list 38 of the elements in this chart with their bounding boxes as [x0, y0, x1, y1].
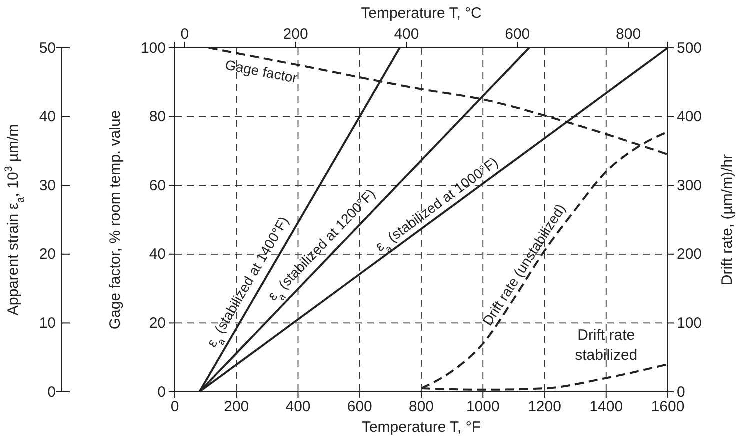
- y-tick-label: 80: [149, 108, 166, 126]
- series-label: Drift rate stabilized: [575, 327, 638, 364]
- y3-tick-label: 10: [39, 315, 56, 332]
- x2-tick-label: 200: [283, 26, 308, 43]
- y-axis-title: Gage factor, % room temp. value: [107, 110, 124, 330]
- y2-axis-title: Drift rate, (µm/m)/hr: [719, 154, 736, 286]
- x-tick-label: 1000: [466, 398, 500, 416]
- y-tick-label: 20: [149, 315, 166, 332]
- y2-tick-label: 100: [677, 315, 702, 332]
- x2-tick-label: 400: [394, 26, 420, 43]
- x-tick-label: 1400: [590, 398, 624, 416]
- x-axis-title: Temperature T, °F: [362, 419, 482, 436]
- y2-tick-label: 300: [677, 177, 702, 194]
- y3-tick-label: 40: [39, 108, 56, 126]
- y-tick-label: 0: [158, 384, 166, 401]
- x-tick-label: 400: [286, 398, 311, 416]
- y3-tick-label: 20: [39, 246, 56, 264]
- x-tick-label: 1600: [651, 398, 685, 416]
- text: Gage factor: [224, 56, 300, 86]
- y2-tick-label: 0: [677, 384, 686, 401]
- x-tick-label: 0: [170, 398, 180, 416]
- y2-tick-label: 500: [677, 40, 702, 57]
- y3-tick-label: 50: [39, 40, 56, 57]
- y3-tick-label: 0: [48, 384, 56, 401]
- y2-tick-label: 200: [677, 246, 702, 264]
- x2-tick-label: 0: [180, 26, 190, 43]
- y3-tick-label: 30: [39, 177, 56, 194]
- x2-tick-label: 800: [616, 26, 642, 43]
- x-tick-label: 800: [408, 398, 434, 416]
- x-tick-label: 600: [347, 398, 372, 416]
- x2-tick-label: 600: [505, 26, 530, 43]
- y2-tick-label: 400: [677, 108, 702, 126]
- y-tick-label: 40: [149, 246, 166, 264]
- y-tick-label: 100: [140, 40, 166, 57]
- x-tick-label: 1200: [528, 398, 562, 416]
- y-tick-label: 60: [149, 177, 166, 194]
- x2-axis-title: Temperature T, °C: [361, 5, 482, 22]
- x-tick-label: 200: [224, 398, 250, 416]
